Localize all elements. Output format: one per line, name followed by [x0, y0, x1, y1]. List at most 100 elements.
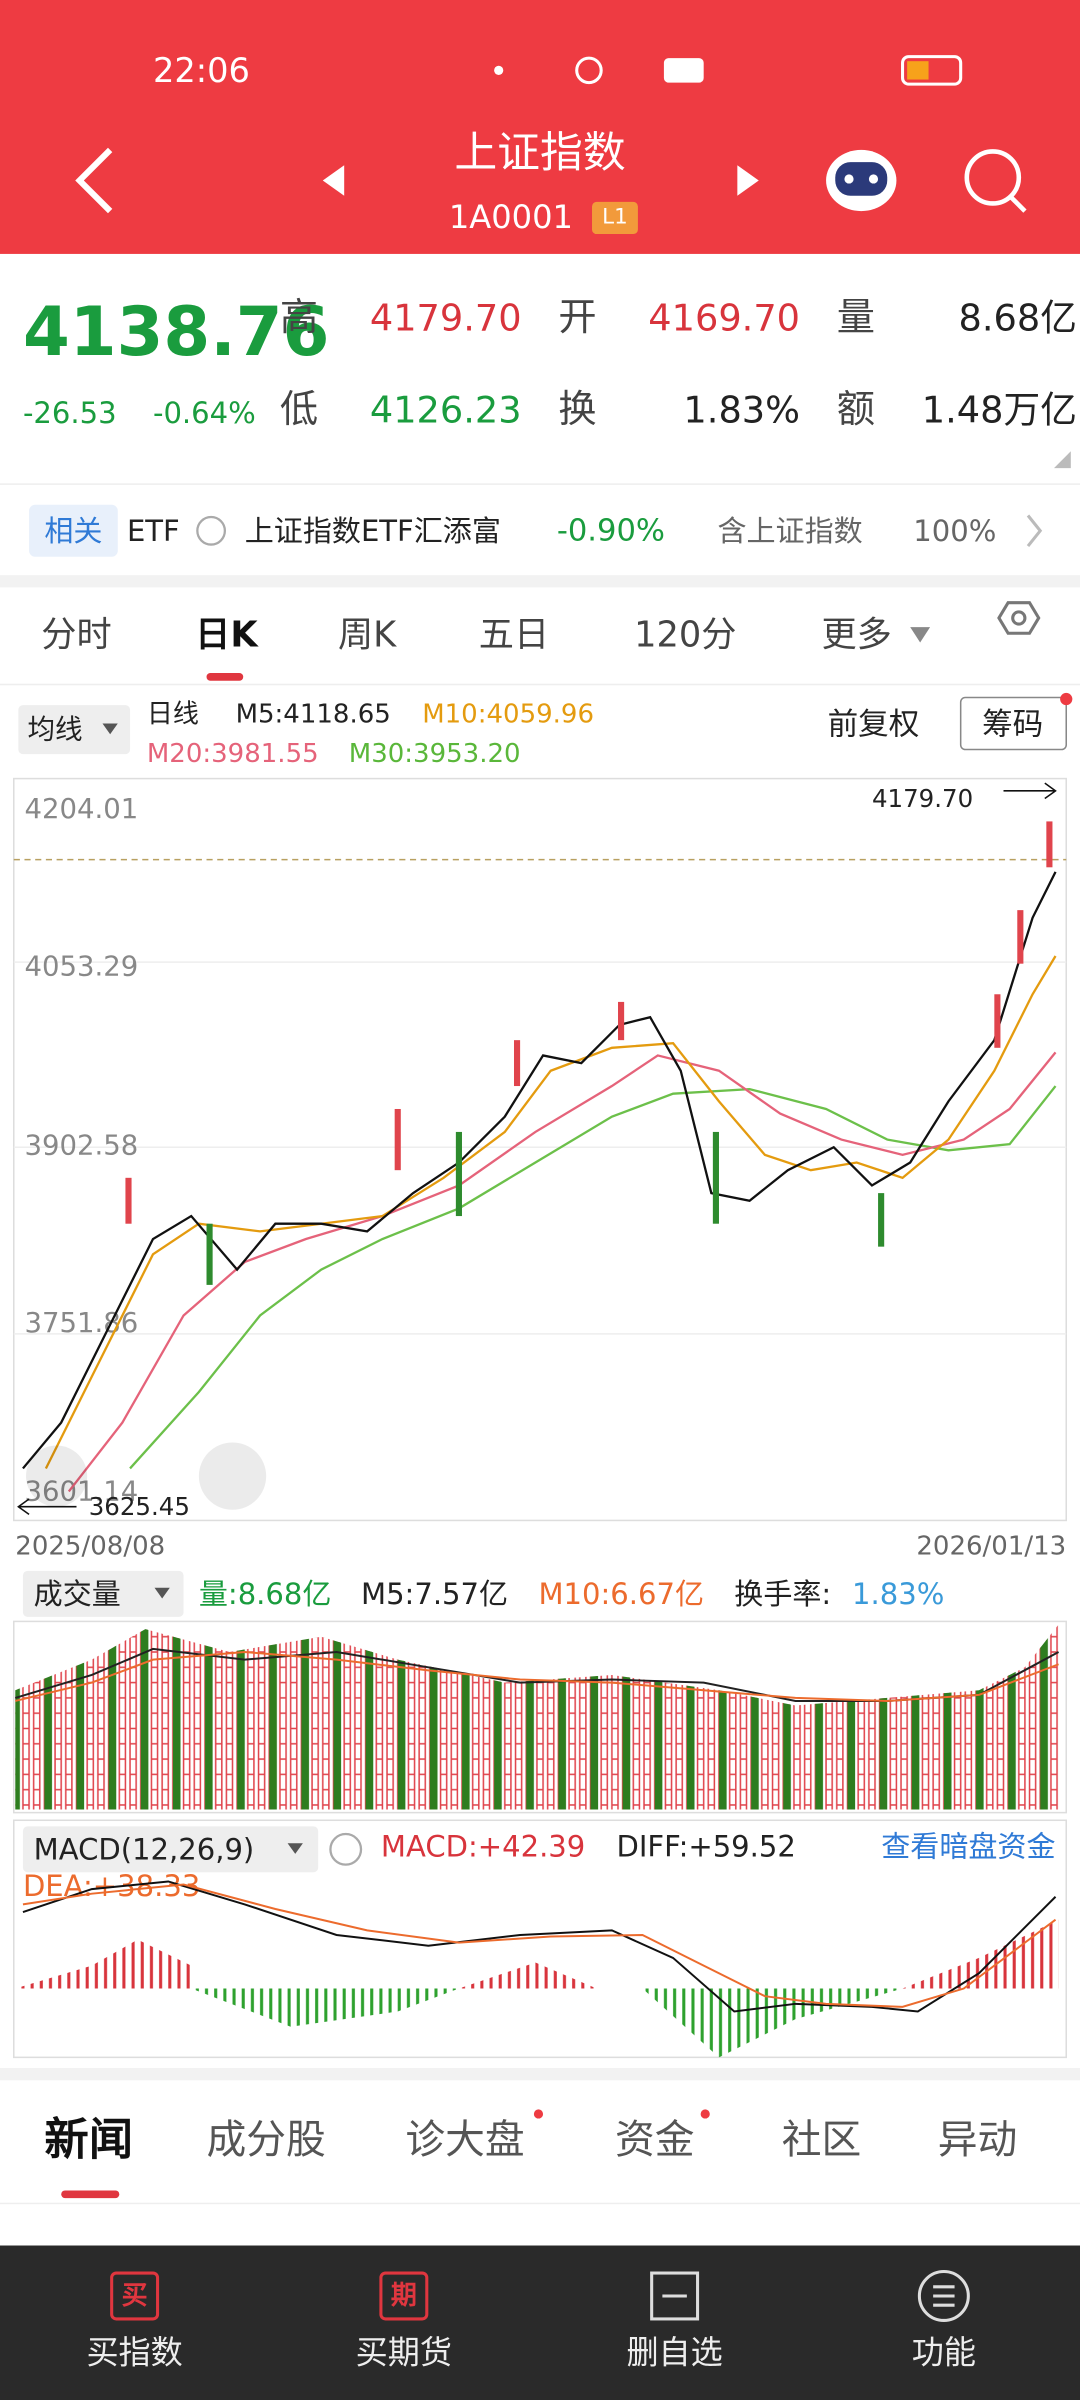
period-tab[interactable]: 分时	[41, 614, 111, 655]
dark-pool-link[interactable]: 查看暗盘资金	[881, 1829, 1055, 1863]
index-code: 1A0001	[449, 198, 573, 236]
news-tab[interactable]: 新闻	[44, 2114, 133, 2165]
y-label: 3601.14	[24, 1475, 138, 1507]
etf-arrow[interactable]	[1026, 514, 1043, 548]
change: -26.53	[23, 396, 117, 430]
gap	[0, 2068, 1080, 2081]
macd-hist-down	[191, 1988, 903, 2058]
field-label: 额	[837, 388, 875, 432]
ma10: M10:4059.96	[422, 699, 594, 729]
period-tab[interactable]: 更多	[821, 614, 891, 655]
caret	[154, 1587, 170, 1599]
more-caret	[910, 627, 931, 643]
news-tab[interactable]: 社区	[782, 2117, 862, 2163]
etf-help[interactable]	[196, 515, 227, 546]
chips-button[interactable]	[959, 696, 1067, 751]
field-value: 4126.23	[370, 388, 522, 431]
vol-m10-line	[15, 1651, 1059, 1702]
field-label: 低	[280, 388, 318, 432]
field-label: 换	[558, 388, 596, 432]
turnover-label: 换手率:	[734, 1577, 831, 1611]
etf-tag-bg	[29, 504, 118, 557]
ma5: M5:4118.65	[236, 699, 391, 729]
divider	[0, 2202, 1080, 2205]
nav-icon	[650, 2271, 700, 2321]
vol-m5: M5:7.57亿	[361, 1577, 508, 1611]
field-label: 开	[558, 296, 596, 340]
tab-underline	[206, 673, 244, 681]
prev-button[interactable]	[322, 165, 345, 196]
news-tab[interactable]: 诊大盘	[405, 2117, 524, 2163]
volume-selector[interactable]: 成交量	[34, 1577, 121, 1611]
field-value: 1.48万亿	[922, 388, 1077, 431]
etf-name[interactable]: 上证指数ETF汇添富	[245, 514, 501, 548]
nav-label: 买期货	[356, 2334, 452, 2372]
field-value: 4169.70	[648, 297, 800, 340]
header-bg	[0, 0, 1080, 254]
status-time: 22:06	[153, 51, 250, 90]
etf-weight: 100%	[913, 514, 996, 548]
start-date: 2025/08/08	[15, 1531, 165, 1561]
ma30-line	[129, 1085, 1057, 1470]
expand-corner[interactable]	[1053, 451, 1071, 469]
adjust[interactable]: 前复权	[828, 708, 920, 743]
news-tab[interactable]: 资金	[615, 2117, 695, 2163]
diff-value: DIFF:+59.52	[616, 1829, 795, 1863]
collapse-button[interactable]	[26, 1445, 88, 1507]
y-label: 3902.58	[24, 1130, 138, 1162]
period-tab[interactable]: 周K	[338, 614, 397, 655]
low-marker: 3625.45	[89, 1492, 190, 1521]
line-type: 日线	[147, 699, 199, 729]
nav-icon-text: 期	[391, 2281, 417, 2311]
period-tab[interactable]: 120分	[634, 614, 736, 655]
candles-down	[206, 1131, 885, 1285]
news-underline	[61, 2190, 120, 2199]
nav-item[interactable]: 删自选	[626, 2271, 723, 2372]
field-label: 量	[837, 296, 875, 340]
nav-label: 功能	[912, 2334, 976, 2372]
macd-selector[interactable]: MACD(12,26,9)	[34, 1832, 255, 1866]
macd-hist-up	[15, 1919, 1059, 1989]
change-pct: -0.64%	[153, 396, 256, 430]
badge-bg	[592, 201, 638, 235]
ma-selector[interactable]: 均线	[28, 714, 83, 746]
chips[interactable]: 筹码	[982, 708, 1043, 743]
page-title: 上证指数	[454, 128, 625, 178]
volume-selector-bg[interactable]	[22, 1570, 184, 1617]
ma-selector-bg[interactable]	[18, 705, 131, 755]
macd-selector-bg[interactable]	[22, 1826, 319, 1873]
chart-frame	[13, 777, 1067, 1522]
caret	[287, 1843, 303, 1854]
red-dot	[533, 2109, 544, 2119]
status-icons	[494, 55, 963, 86]
vol: 量:8.68亿	[199, 1577, 332, 1611]
nav-item[interactable]: 功能	[912, 2269, 976, 2372]
news-tab[interactable]: 异动	[938, 2117, 1018, 2163]
volume-bars-down	[15, 1624, 1059, 1810]
y-label: 4204.01	[24, 793, 138, 825]
period-tab[interactable]: 日K	[195, 614, 259, 655]
macd-help[interactable]	[329, 1832, 363, 1866]
ma10-line	[44, 955, 1057, 1469]
settings-button[interactable]	[997, 601, 1041, 635]
period-tab[interactable]: 五日	[479, 614, 549, 655]
nav-icon-bg	[110, 2271, 160, 2321]
search-button[interactable]	[964, 149, 1027, 213]
grid	[13, 961, 1067, 1335]
macd-frame	[13, 1819, 1067, 2059]
ma20-line	[67, 1051, 1057, 1493]
field-value: 1.83%	[683, 388, 800, 431]
price: 4138.76	[23, 293, 330, 371]
nav-icon	[917, 2269, 970, 2322]
etf-type: ETF	[127, 514, 180, 548]
fullscreen-button[interactable]	[198, 1442, 267, 1510]
robot-button[interactable]	[826, 149, 897, 212]
back-button[interactable]	[75, 147, 113, 214]
news-tab[interactable]: 成分股	[207, 2117, 326, 2163]
next-button[interactable]	[737, 165, 759, 196]
ma30: M30:3953.20	[349, 739, 521, 769]
gap	[0, 575, 1080, 588]
